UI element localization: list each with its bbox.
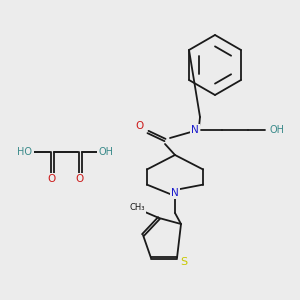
Text: S: S [180, 257, 188, 267]
Text: OH: OH [269, 125, 284, 135]
Text: N: N [171, 188, 179, 198]
Text: O: O [136, 121, 144, 131]
Text: OH: OH [98, 147, 113, 157]
Text: N: N [191, 125, 199, 135]
Text: O: O [76, 174, 84, 184]
Text: HO: HO [17, 147, 32, 157]
Text: O: O [48, 174, 56, 184]
Text: CH₃: CH₃ [129, 203, 145, 212]
